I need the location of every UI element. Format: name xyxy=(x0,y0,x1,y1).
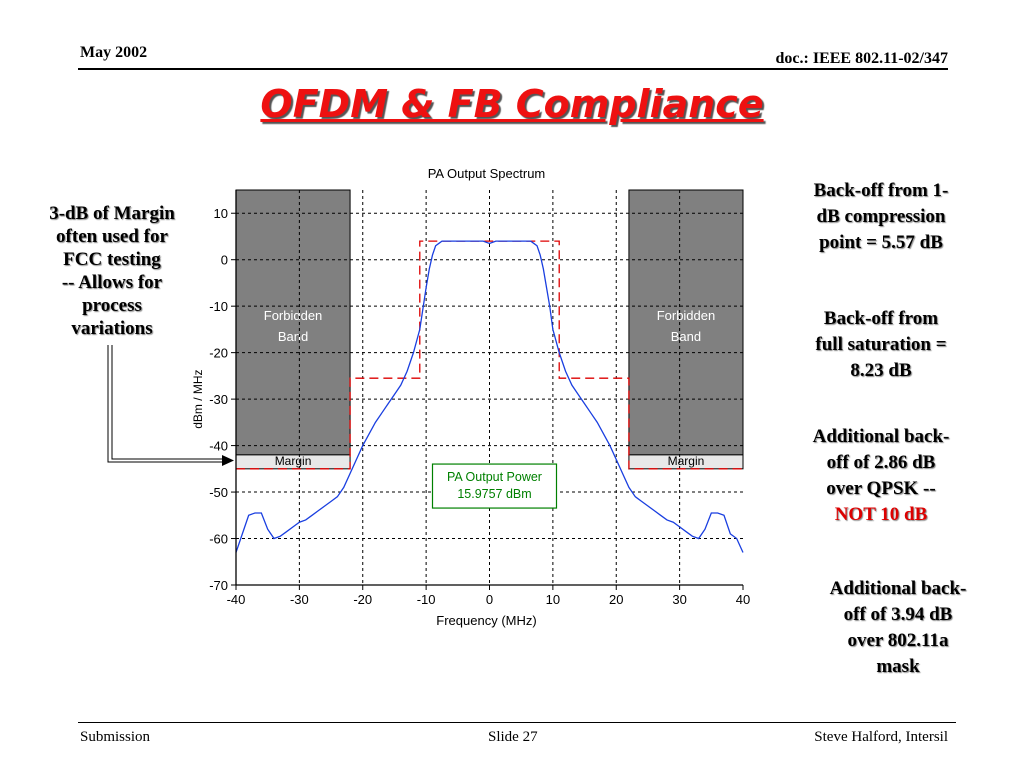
y-tick-label: -10 xyxy=(209,299,228,314)
mask-backoff-note: Additional back- off of 3.94 dB over 802… xyxy=(790,576,1006,680)
y-tick-label: 10 xyxy=(214,206,228,221)
x-tick-label: -40 xyxy=(227,592,246,607)
margin-note-line: variations xyxy=(71,318,153,339)
note-line: Additional back- xyxy=(812,426,950,447)
spectrum-series-line xyxy=(235,240,744,553)
margin-note-line: FCC testing xyxy=(63,249,161,270)
x-tick-label: 30 xyxy=(672,592,686,607)
output-power-value: 15.9757 dBm xyxy=(457,487,531,501)
margin-note-line: often used for xyxy=(56,226,168,247)
note-highlight: NOT 10 dB xyxy=(834,504,928,525)
header-date: May 2002 xyxy=(80,44,148,61)
margin-band-label: Margin xyxy=(275,454,312,468)
x-tick-label: 40 xyxy=(736,592,750,607)
y-tick-label: -70 xyxy=(209,578,228,593)
x-tick-label: 0 xyxy=(486,592,493,607)
forbidden-band-label: Forbidden xyxy=(264,308,323,323)
header-rule xyxy=(78,68,948,70)
x-tick-label: 20 xyxy=(609,592,623,607)
footer-submission: Submission xyxy=(80,729,151,745)
pa-spectrum-chart: Forbidden Band Forbidden Band Margin Margin PA… xyxy=(191,166,750,628)
slide-title: OFDM & FB Compliance xyxy=(260,82,764,126)
chart-title: PA Output Spectrum xyxy=(428,166,546,181)
note-line: 8.23 dB xyxy=(850,360,912,381)
forbidden-band-label: Band xyxy=(278,329,308,344)
x-tick-label: -30 xyxy=(290,592,309,607)
footer-slide-number: Slide 27 xyxy=(488,729,538,745)
x-tick-label: 10 xyxy=(546,592,560,607)
note-line: over QPSK -- xyxy=(826,478,936,499)
y-tick-label: 0 xyxy=(221,253,228,268)
y-tick-label: -30 xyxy=(209,392,228,407)
output-power-box xyxy=(431,463,558,509)
footer-rule xyxy=(78,722,956,723)
forbidden-band xyxy=(628,189,744,456)
margin-note-line: 3-dB of Margin xyxy=(49,203,175,224)
y-tick-label: -60 xyxy=(209,532,228,547)
note-line: full saturation = xyxy=(815,334,947,355)
margin-note-line: -- Allows for xyxy=(61,272,163,293)
margin-band-label: Margin xyxy=(668,454,705,468)
backoff-1db-note: Back-off from 1- dB compression point = … xyxy=(778,178,984,256)
note-line: mask xyxy=(876,656,920,677)
y-tick-label: -20 xyxy=(209,346,228,361)
margin-note: 3-dB of Margin often used for FCC testin… xyxy=(18,202,206,340)
note-line: Back-off from xyxy=(823,308,939,329)
forbidden-band-label: Band xyxy=(671,329,701,344)
note-line: dB compression xyxy=(816,206,946,227)
note-line: Additional back- xyxy=(829,578,967,599)
note-line: off of 3.94 dB xyxy=(843,604,953,625)
margin-note-line: process xyxy=(82,295,142,316)
header-doc-id: doc.: IEEE 802.11-02/347 xyxy=(775,50,948,67)
note-line: point = 5.57 dB xyxy=(819,232,943,253)
note-line: Back-off from 1- xyxy=(813,180,949,201)
spectral-mask-line xyxy=(236,240,743,470)
y-tick-label: -40 xyxy=(209,439,228,454)
qpsk-backoff-note: Additional back- off of 2.86 dB over QPS… xyxy=(778,424,984,528)
y-axis-label: dBm / MHz xyxy=(191,369,205,428)
x-tick-label: -20 xyxy=(353,592,372,607)
output-power-label: PA Output Power xyxy=(447,470,542,484)
footer-author: Steve Halford, Intersil xyxy=(814,729,948,745)
x-tick-label: -10 xyxy=(417,592,436,607)
backoff-saturation-note: Back-off from full saturation = 8.23 dB xyxy=(778,306,984,384)
y-tick-label: -50 xyxy=(209,485,228,500)
note-line: off of 2.86 dB xyxy=(826,452,936,473)
x-axis-label: Frequency (MHz) xyxy=(436,613,536,628)
note-line: over 802.11a xyxy=(847,630,949,651)
forbidden-band-label: Forbidden xyxy=(657,308,716,323)
